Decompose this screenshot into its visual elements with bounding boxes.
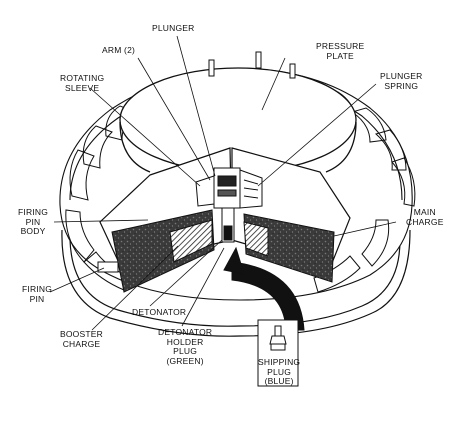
- plug-icon: [257, 319, 299, 387]
- label-booster-charge: BOOSTER CHARGE: [60, 329, 103, 349]
- mine-base: [61, 229, 411, 337]
- label-main-charge: MAIN CHARGE: [406, 207, 444, 227]
- label-arm: ARM (2): [102, 45, 136, 55]
- central-mechanism: [195, 167, 263, 243]
- label-rotating-sleeve: ROTATING SLEEVE: [60, 73, 105, 93]
- firing-pin-part: [97, 261, 119, 273]
- leader-lines: [49, 35, 397, 331]
- plate-tabs: [208, 51, 296, 79]
- booster-charge-fill: [169, 219, 269, 263]
- label-plunger-spring: PLUNGER SPRING: [380, 71, 423, 91]
- label-shipping-plug: SHIPPING PLUG (BLUE): [258, 357, 301, 386]
- label-firing-pin-body: FIRING PIN BODY: [18, 207, 49, 236]
- label-firing-pin: FIRING PIN: [22, 284, 53, 304]
- label-plunger: PLUNGER: [152, 23, 195, 33]
- label-detonator-holder-plug: DETONATOR HOLDER PLUG (GREEN): [158, 327, 213, 366]
- label-pressure-plate: PRESSURE PLATE: [316, 41, 365, 61]
- label-detonator: DETONATOR: [132, 307, 187, 317]
